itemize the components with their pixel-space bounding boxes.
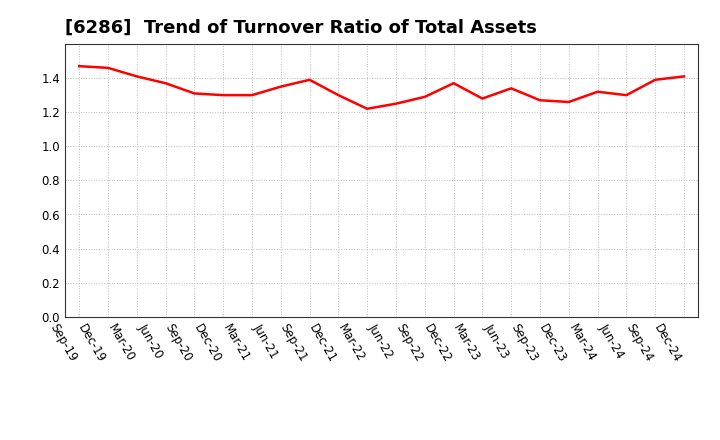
Text: [6286]  Trend of Turnover Ratio of Total Assets: [6286] Trend of Turnover Ratio of Total …: [65, 19, 536, 37]
